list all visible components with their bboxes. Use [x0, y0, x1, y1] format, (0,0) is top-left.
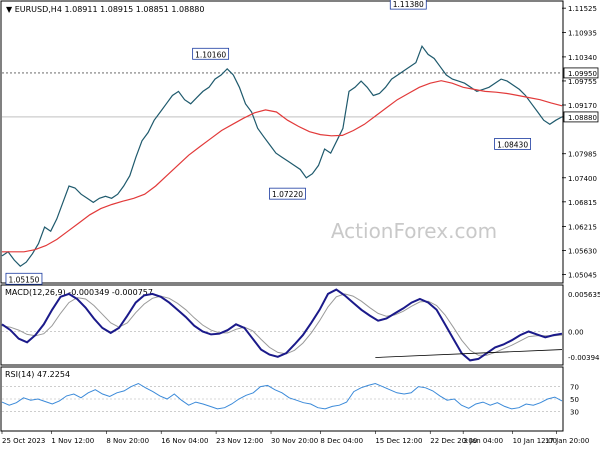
x-tick-label: 8 Nov 20:00 — [106, 437, 149, 445]
price-highlight-box — [563, 67, 599, 79]
macd-layer — [1, 288, 563, 362]
x-tick-label: 30 Nov 20:00 — [271, 437, 318, 445]
price-tick-label: 1.06815 — [568, 199, 597, 207]
rsi-title: RSI(14) 47.2254 — [5, 370, 70, 379]
price-series-layer — [1, 44, 563, 267]
price-tick-label: 1.10340 — [568, 54, 597, 62]
x-tick-label: 17 Jan 20:00 — [545, 437, 589, 445]
rsi-layer — [1, 382, 563, 412]
price-tick-label: 1.10935 — [568, 29, 597, 37]
macd-tick-label: 0.00 — [568, 329, 584, 337]
swing-label-box — [269, 187, 306, 200]
x-tick-label: 8 Dec 04:00 — [320, 437, 363, 445]
swing-label-text: 1.11380 — [393, 0, 424, 9]
swing-label-text: 1.05150 — [8, 275, 39, 284]
x-tick-label: 1 Nov 12:00 — [51, 437, 94, 445]
price-tick-label: 1.07400 — [568, 175, 597, 183]
x-tick-label: 3 Jan 04:00 — [463, 437, 503, 445]
macd-signal-line — [1, 293, 563, 356]
macd-tick-label: -0.003949 — [568, 354, 600, 362]
price-tick-label: 1.09755 — [568, 78, 597, 86]
swing-label-box — [494, 138, 531, 150]
price-highlight-label: 1.09950 — [568, 70, 597, 78]
swing-label-box — [389, 0, 427, 10]
swing-label-text: 1.08430 — [497, 140, 528, 149]
x-tick-label: 23 Nov 12:00 — [216, 437, 263, 445]
x-tick-label: 25 Oct 2023 — [2, 437, 45, 445]
macd-trendline — [375, 349, 563, 358]
macd-line — [1, 288, 563, 362]
x-tick-label: 10 Jan 12:00 — [513, 437, 557, 445]
rsi-tick-label: 70 — [570, 384, 579, 392]
price-highlight-label: 1.08880 — [568, 114, 597, 122]
price-tick-label: 1.09170 — [568, 102, 597, 110]
price-tick-label: 1.07985 — [568, 151, 597, 159]
macd-title: MACD(12,26,9) -0.000349 -0.000757 — [5, 288, 153, 297]
price-tick-label: 1.05630 — [568, 248, 597, 256]
rsi-tick-label: 30 — [570, 408, 579, 416]
swing-label-box — [192, 47, 230, 60]
macd-panel-frame — [0, 284, 564, 366]
watermark: ActionForex.com — [331, 219, 497, 243]
x-tick-label: 22 Dec 20:00 — [430, 437, 477, 445]
axis-labels-layer: 1.11525 1.10935 1.10340 1.09755 1.09170 1.088… — [1, 5, 600, 445]
price-panel-frame — [0, 0, 564, 284]
rsi-line — [1, 382, 563, 410]
swing-labels-layer: 1.05150 1.10160 1.07220 1.11380 1.08430 — [5, 0, 531, 285]
macd-tick-label: 0.005635 — [568, 291, 600, 299]
symbol-header: ▼ EURUSD,H4 1.08911 1.08915 1.08851 1.08… — [6, 5, 204, 14]
swing-label-text: 1.07220 — [272, 190, 303, 199]
price-highlight-box — [563, 111, 599, 123]
price-tick-label: 1.06215 — [568, 223, 597, 231]
x-tick-label: 15 Dec 12:00 — [375, 437, 422, 445]
price-tick-label: 1.05045 — [568, 272, 597, 280]
symbol-triangle-icon: ▼ — [6, 5, 15, 14]
swing-label-text: 1.10160 — [195, 50, 226, 59]
price-tick-label: 1.11525 — [568, 5, 597, 13]
swing-label-box — [5, 272, 43, 285]
price-line — [1, 44, 563, 267]
moving-average-line — [2, 80, 563, 253]
x-tick-label: 16 Nov 04:00 — [161, 437, 208, 445]
rsi-tick-label: 50 — [570, 396, 579, 404]
